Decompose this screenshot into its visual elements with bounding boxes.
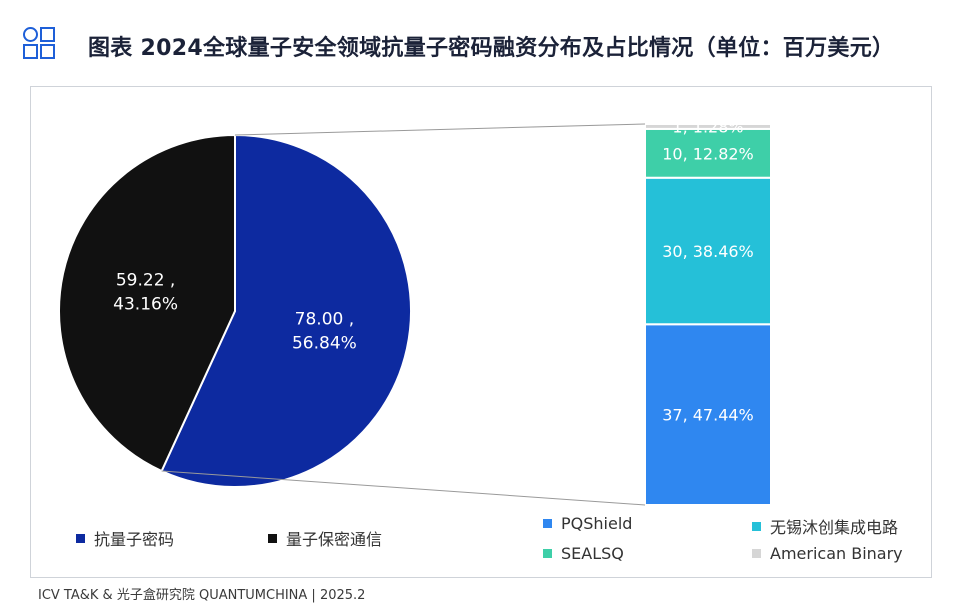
pie-legend-item-1-label: 抗量子密码 <box>94 530 175 549</box>
connector-line-top <box>234 123 646 136</box>
pie-legend-item-1-swatch <box>76 533 85 543</box>
bar-legend-item-2: 无锡沐创集成电路 <box>752 514 898 538</box>
bar-legend-item-2-swatch <box>752 521 761 531</box>
chart-frame <box>30 86 932 578</box>
pie-label-1: 78.00 , 56.84% <box>292 310 357 354</box>
bar-legend-item-2-label: 无锡沐创集成电路 <box>770 518 899 537</box>
bar-legend-item-1: PQShield <box>543 514 632 533</box>
grid-logo-icon <box>23 27 55 59</box>
bar-legend-item-3: SEALSQ <box>543 544 624 563</box>
bar-label-4: 1, 1.28% <box>672 117 743 136</box>
bar-segment-1 <box>644 323 772 506</box>
bar-legend-item-4: American Binary <box>752 544 903 563</box>
bar-segment-3 <box>644 127 772 179</box>
pie-legend-item-1: 抗量子密码 <box>76 526 174 550</box>
bar-legend-item-4-label: American Binary <box>770 544 903 563</box>
bar-label-2: 30, 38.46% <box>662 242 754 261</box>
pie-slice-1 <box>160 133 412 488</box>
header: 图表 2024全球量子安全领域抗量子密码融资分布及占比情况（单位：百万美元） <box>0 0 960 80</box>
bar-legend-item-1-swatch <box>543 519 552 528</box>
pie-legend-item-2: 量子保密通信 <box>268 526 382 550</box>
pie-label-2: 59.22 , 43.16% <box>113 270 178 314</box>
bar-segment-2 <box>644 176 772 326</box>
bar-legend-item-3-label: SEALSQ <box>561 544 624 563</box>
page-title: 图表 2024全球量子安全领域抗量子密码融资分布及占比情况（单位：百万美元） <box>88 36 895 61</box>
bar-label-1: 37, 47.44% <box>662 406 754 425</box>
bar-legend-item-1-label: PQShield <box>561 514 633 533</box>
connector-line-bottom <box>161 470 646 506</box>
pie-legend-item-2-swatch <box>268 533 277 543</box>
pie-slice-2 <box>58 133 236 473</box>
bar-label-3: 10, 12.82% <box>662 144 754 163</box>
bar-legend-item-3-swatch <box>543 549 552 558</box>
bar-segment-4 <box>644 123 772 130</box>
pie-legend-item-2-label: 量子保密通信 <box>286 530 383 549</box>
source-note: ICV TA&K & 光子盒研究院 QUANTUMCHINA | 2025.2 <box>38 588 366 603</box>
bar-legend-item-4-swatch <box>752 549 761 558</box>
